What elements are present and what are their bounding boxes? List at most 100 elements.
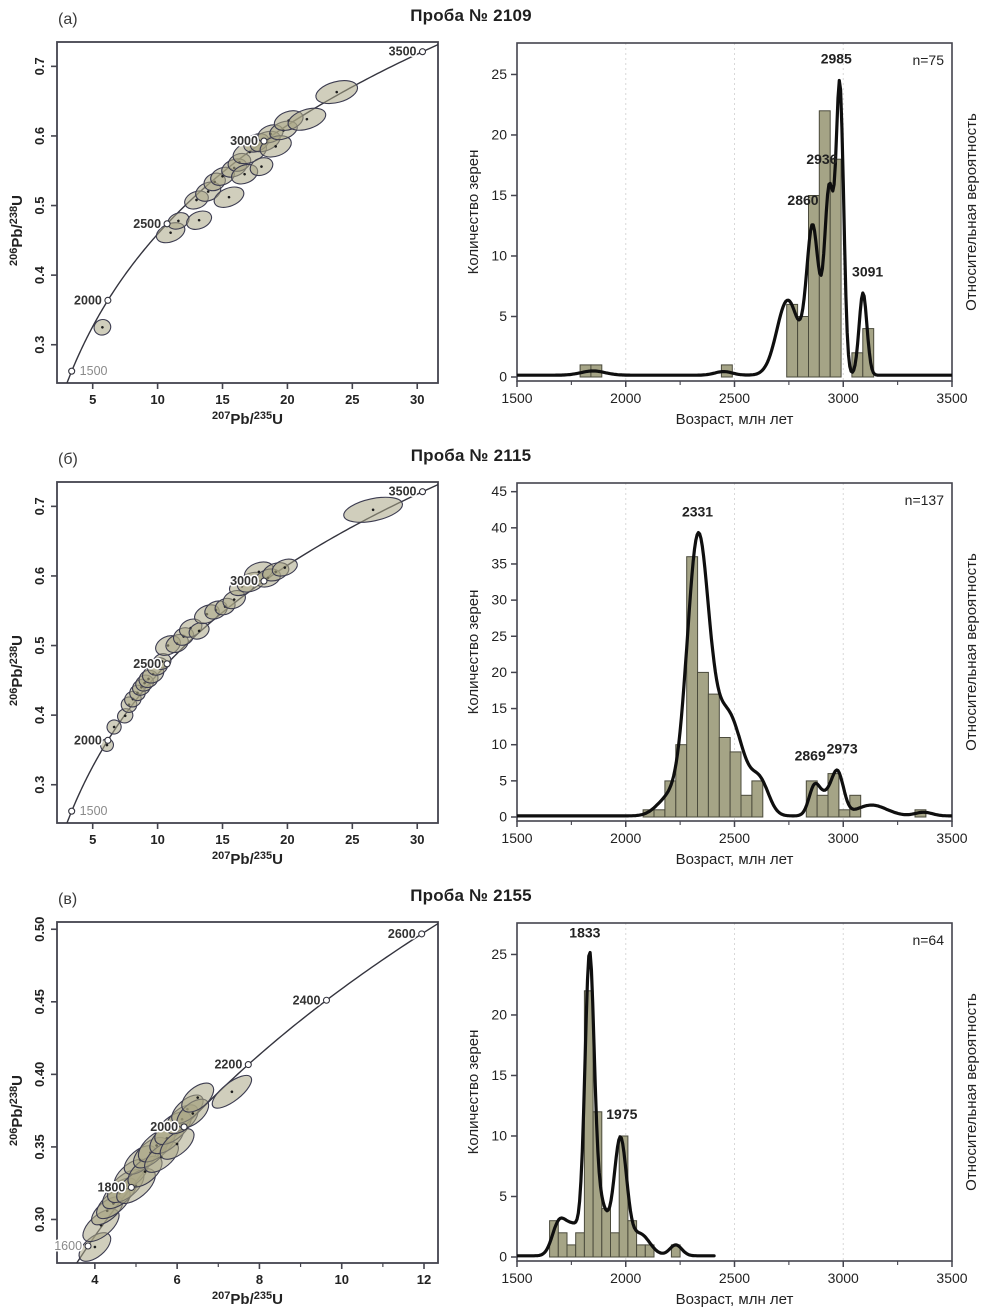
- error-ellipses: [93, 80, 359, 336]
- y-tick-label: 0.50: [32, 917, 47, 942]
- density-curve: [517, 78, 952, 377]
- x-tick-label: 30: [410, 832, 424, 847]
- plot-frame: [56, 481, 439, 824]
- y-tick-label: 0.35: [32, 1134, 47, 1159]
- y-tick-label: 25: [491, 628, 507, 644]
- peak-label: 2985: [821, 51, 852, 67]
- age-marker-point: [163, 220, 171, 228]
- concordia-plot-2115: 5 10 15 20 25 30 0.3 0.4 0.5 0.6 0.7 207Pb/235U 206P…: [0, 440, 460, 880]
- peak-label: 2331: [682, 503, 713, 519]
- ellipse-center-dot: [105, 743, 109, 747]
- y-tick-label: 25: [491, 946, 507, 962]
- y-axis: 0 5 10 15 20 25 30 35 40 45: [491, 483, 517, 825]
- x-axis: 4 6 8 10 12: [91, 1263, 431, 1287]
- age-marker-label: 3000: [230, 574, 258, 588]
- ellipse-center-dot: [227, 195, 231, 199]
- histogram-svg: 2860 2936 2985 3091 n=75 1500 2000 2500 3000 3500…: [465, 42, 980, 428]
- age-marker-point: [104, 296, 112, 304]
- histogram-svg: 2331 2869 2973 n=137 1500 2000 2500 3000 3500 0 5 1…: [465, 482, 980, 868]
- y-tick-label: 0.6: [32, 567, 47, 585]
- concordia-curve: [66, 43, 438, 383]
- y-axis-title: Количество зерен: [465, 590, 482, 715]
- age-marker-point: [322, 996, 331, 1004]
- error-ellipse: [106, 719, 122, 735]
- x-tick-label: 12: [417, 1272, 431, 1287]
- y-axis: 0.3 0.4 0.5 0.6 0.7: [32, 497, 57, 794]
- histogram-plot-2109: 2860 2936 2985 3091 n=75 1500 2000 2500 3000 3500…: [460, 0, 995, 440]
- x-tick-label: 20: [280, 832, 294, 847]
- x-tick-label: 1500: [501, 390, 532, 406]
- x-axis-title: Возраст, млн лет: [676, 1291, 794, 1308]
- histogram-bar: [808, 195, 820, 378]
- age-marker-label: 1600: [54, 1239, 82, 1253]
- ellipse-center-dot: [123, 714, 127, 718]
- age-marker-point: [84, 1242, 92, 1250]
- ellipse-center-dot: [112, 725, 116, 729]
- x-tick-label: 2000: [610, 1270, 641, 1286]
- y-tick-label: 0.7: [32, 497, 47, 515]
- y-axis: 0.30 0.35 0.40 0.45 0.50: [32, 917, 57, 1232]
- x-tick-label: 10: [334, 1272, 348, 1287]
- error-ellipse: [93, 318, 112, 336]
- histogram-bar: [797, 316, 810, 378]
- x-tick-label: 3500: [936, 390, 967, 406]
- y-tick-label: 20: [491, 126, 507, 142]
- histogram-bar: [686, 556, 699, 818]
- y-tick-label: 30: [491, 592, 507, 608]
- x-axis-title: Возраст, млн лет: [676, 851, 794, 868]
- ellipse-center-dot: [305, 117, 309, 121]
- age-marker-point: [418, 930, 426, 938]
- x-tick-label: 2500: [719, 390, 750, 406]
- age-marker-point: [127, 1183, 135, 1191]
- n-count-label: n=75: [912, 52, 944, 68]
- y-tick-label: 5: [499, 772, 507, 788]
- ellipse-center-dot: [143, 1170, 147, 1173]
- x-tick-label: 2000: [610, 390, 641, 406]
- x-tick-label: 30: [410, 392, 424, 407]
- y-tick-label: 0: [499, 369, 507, 385]
- age-marker-label: 2000: [74, 733, 102, 747]
- y-axis-title: 206Pb/238U: [8, 1075, 26, 1146]
- peak-labels: 2331 2869 2973: [682, 503, 858, 763]
- histogram-bar: [740, 794, 753, 818]
- y-tick-label: 5: [499, 308, 507, 324]
- age-marker-point: [180, 1123, 188, 1131]
- gridlines: [625, 43, 844, 381]
- error-ellipses: [78, 1074, 253, 1262]
- y-tick-label: 25: [491, 66, 507, 82]
- ellipse-center-dot: [230, 1090, 234, 1094]
- histogram-bar: [557, 1232, 568, 1258]
- plot-frame: [56, 41, 439, 384]
- histogram-bar: [653, 809, 666, 818]
- ellipse-center-dot: [232, 598, 236, 601]
- y-tick-label: 40: [491, 519, 507, 535]
- x-tick-label: 8: [256, 1272, 263, 1287]
- age-marker-label: 2500: [133, 657, 161, 671]
- error-ellipse: [271, 558, 298, 577]
- ellipse-center-dot: [197, 218, 201, 222]
- age-marker-point: [68, 807, 76, 815]
- x-axis: 1500 2000 2500 3000 3500: [501, 821, 968, 846]
- ellipse-center-dot: [93, 1245, 97, 1249]
- age-marker-label: 3000: [230, 134, 258, 148]
- age-marker-label: 1500: [80, 364, 108, 378]
- age-marker-label: 3500: [389, 485, 417, 499]
- x-tick-label: 5: [89, 392, 96, 407]
- error-ellipses: [99, 496, 403, 752]
- x-axis: 5 10 15 20 25 30: [89, 823, 424, 847]
- y-tick-label: 0.4: [32, 265, 47, 284]
- error-ellipse: [315, 80, 359, 105]
- y-axis: 0 5 10 15 20 25: [491, 946, 517, 1265]
- y-tick-label: 0.3: [32, 776, 47, 794]
- x-tick-label: 3000: [828, 1270, 859, 1286]
- peak-label: 3091: [852, 264, 883, 280]
- concordia-svg: 5 10 15 20 25 30 0.3 0.4 0.5 0.6 0.7 207Pb/235U 206P…: [8, 41, 439, 428]
- ellipse-center-dot: [206, 190, 210, 193]
- histogram-bar: [575, 1232, 585, 1258]
- error-ellipse: [181, 1082, 215, 1113]
- x-tick-label: 2000: [610, 830, 641, 846]
- error-ellipse: [188, 622, 210, 640]
- y-tick-label: 15: [491, 700, 507, 716]
- x-axis: 1500 2000 2500 3000 3500: [501, 1261, 968, 1286]
- y-tick-label: 0.40: [32, 1062, 47, 1087]
